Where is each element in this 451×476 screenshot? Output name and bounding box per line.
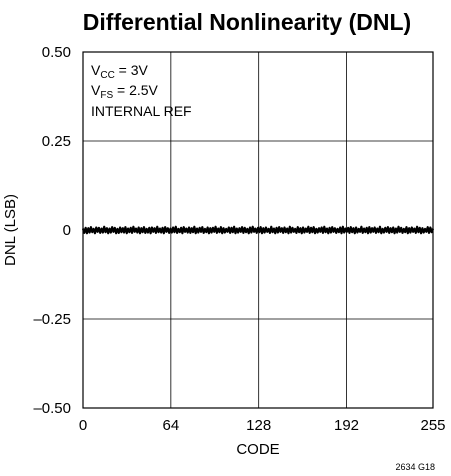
y-tick-labels: 0.50 0.25 0 –0.25 –0.50 [33, 44, 71, 417]
y-tick-label: 0.50 [42, 44, 71, 61]
dnl-series-line [81, 225, 435, 235]
x-tick-label: 255 [420, 417, 445, 434]
y-tick-label: –0.50 [33, 400, 71, 417]
y-tick-label: –0.25 [33, 311, 71, 328]
y-tick-label: 0.25 [42, 133, 71, 150]
annotation-vfs: VFS = 2.5V [91, 82, 159, 101]
annotation-ref: INTERNAL REF [91, 103, 192, 119]
x-tick-label: 128 [246, 417, 271, 434]
x-tick-labels: 0 64 128 192 255 [79, 417, 446, 434]
x-tick-label: 64 [162, 417, 179, 434]
y-axis-label: DNL (LSB) [2, 194, 19, 266]
x-tick-label: 192 [334, 417, 359, 434]
annotation-vcc: VCC = 3V [91, 62, 149, 81]
chart-title: Differential Nonlinearity (DNL) [83, 9, 411, 35]
x-tick-label: 0 [79, 417, 87, 434]
y-tick-label: 0 [63, 222, 71, 239]
x-axis-label: CODE [236, 441, 279, 458]
figure-id: 2634 G18 [395, 462, 435, 472]
